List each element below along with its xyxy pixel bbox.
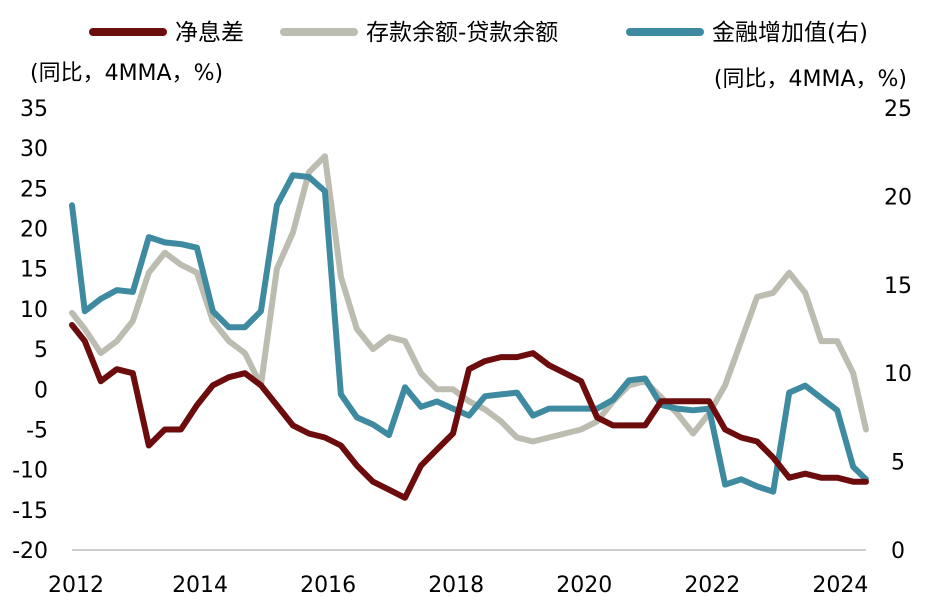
left-axis-tick-label: -20 [12,539,48,564]
tick-labels: 35 30 25 20 15 10 5 0 -5 -10 -15 -20 25 20 15 10 5 0 2012 2… [12,97,912,598]
right-axis-tick-label: 0 [891,539,905,564]
right-axis-tick-label: 10 [884,362,912,387]
left-axis-tick-label: 10 [20,298,48,323]
x-axis-tick-label: 2024 [812,573,868,598]
x-axis-tick-label: 2018 [428,573,484,598]
series-line-financial-value-added [69,172,869,495]
right-axis-tick-label: 20 [884,185,912,210]
right-axis-tick-label: 25 [884,97,912,122]
left-axis-tick-label: 15 [20,258,48,283]
x-axis-tick-label: 2012 [48,573,104,598]
x-axis-tick-label: 2020 [556,573,612,598]
left-axis-unit-label: (同比，4MMA，%) [30,61,223,86]
series-line-net-interest-margin [69,322,869,501]
series-lines [69,153,869,501]
legend: 净息差 存款余额-贷款余额 金融增加值(右) [89,20,868,46]
left-axis-tick-label: 35 [20,97,48,122]
left-axis-tick-label: -15 [12,499,48,524]
left-axis-tick-label: 20 [20,218,48,243]
left-axis-tick-label: -10 [12,459,48,484]
x-axis-tick-label: 2014 [172,573,228,598]
left-axis-tick-label: 30 [20,137,48,162]
x-axis-tick-label: 2022 [684,573,740,598]
legend-label-net-interest-margin: 净息差 [175,20,244,46]
left-axis-tick-label: 0 [34,378,48,403]
legend-label-financial-value-added: 金融增加值(右) [712,20,868,46]
series-line-deposit-loan-gap [69,153,869,445]
right-axis-tick-label: 15 [884,274,912,299]
left-axis-tick-label: 25 [20,177,48,202]
left-axis-tick-label: -5 [26,418,48,443]
x-axis-tick-label: 2016 [300,573,356,598]
right-axis-unit-label: (同比，4MMA，%) [714,67,907,92]
left-axis-tick-label: 5 [34,338,48,363]
right-axis-tick-label: 5 [891,451,905,476]
legend-label-deposit-loan-gap: 存款余额-贷款余额 [366,20,558,46]
